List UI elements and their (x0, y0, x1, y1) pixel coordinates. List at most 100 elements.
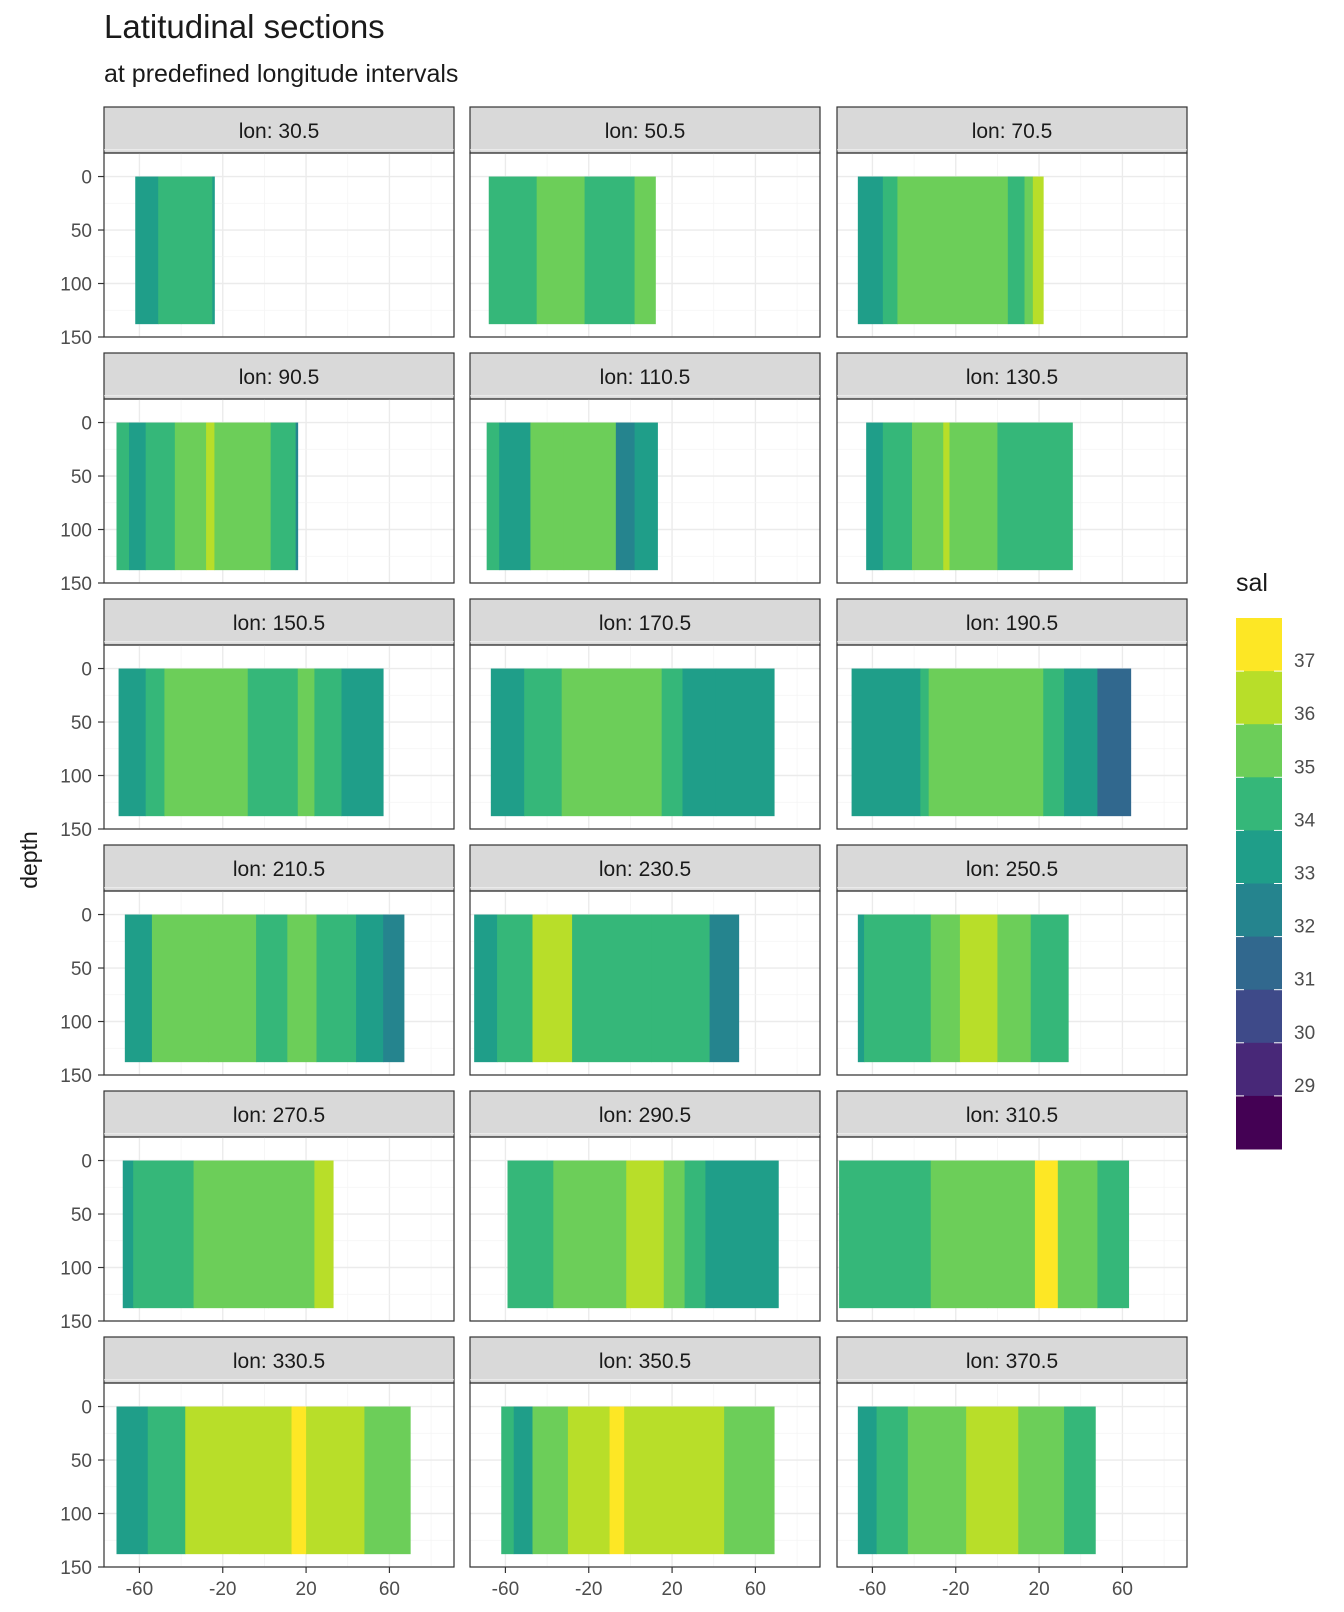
salinity-band (553, 1160, 627, 1309)
y-tick-label: 0 (81, 414, 92, 435)
y-tick-label: 50 (71, 1451, 92, 1472)
salinity-band (920, 668, 930, 817)
salinity-band (501, 1406, 515, 1555)
salinity-band (532, 914, 573, 1063)
salinity-band (882, 422, 913, 571)
facet-label: lon: 90.5 (239, 366, 320, 389)
y-tick-label: 100 (60, 1013, 92, 1034)
salinity-band (181, 176, 213, 325)
facet-strip (469, 1336, 821, 1384)
salinity-band (609, 1406, 625, 1555)
salinity-band (383, 914, 405, 1063)
facet-panel: lon: 170.5 (469, 598, 821, 830)
salinity-band (563, 422, 617, 571)
salinity-band (857, 176, 884, 325)
facet-panel: lon: 70.5 (836, 106, 1188, 338)
legend-color-swatch (1236, 618, 1282, 672)
salinity-band (634, 176, 656, 325)
salinity-band (839, 1160, 932, 1309)
y-tick-label: 150 (60, 820, 92, 841)
y-tick-label: 100 (60, 1505, 92, 1526)
salinity-band (997, 914, 1032, 1063)
facet-label: lon: 70.5 (972, 120, 1053, 143)
y-tick-label: 50 (71, 467, 92, 488)
y-tick-label: 50 (71, 1205, 92, 1226)
salinity-band (488, 176, 538, 325)
panel-border (836, 398, 1188, 584)
salinity-band (174, 422, 207, 571)
salinity-band (709, 914, 740, 1063)
salinity-band (615, 422, 635, 571)
salinity-band (851, 668, 921, 817)
facet-strip (836, 1090, 1188, 1138)
salinity-band (513, 1406, 533, 1555)
legend-label: 31 (1294, 970, 1315, 991)
panel-border (103, 152, 455, 338)
chart-subtitle: at predefined longitude intervals (104, 60, 459, 88)
salinity-band (490, 668, 525, 817)
panel-border (469, 890, 821, 1076)
salinity-band (1057, 1160, 1098, 1309)
salinity-band (997, 422, 1073, 571)
salinity-band (116, 1406, 149, 1555)
salinity-band (536, 176, 585, 325)
facet-label: lon: 150.5 (233, 612, 325, 635)
chart-title: Latitudinal sections (104, 8, 385, 45)
y-tick-label: 100 (60, 275, 92, 296)
facet-panel: lon: 250.5 (836, 844, 1188, 1076)
legend: sal 37 36 35 34 33 32 31 30 29 (1236, 569, 1316, 1150)
salinity-band (151, 914, 209, 1063)
salinity-band (133, 1160, 194, 1309)
salinity-band (295, 422, 299, 571)
x-tick-label: -20 (942, 1579, 969, 1600)
salinity-band (966, 1406, 1019, 1555)
y-tick-label: 150 (60, 574, 92, 595)
facet-label: lon: 250.5 (966, 858, 1058, 881)
panel-border (103, 644, 455, 830)
salinity-band (567, 1406, 610, 1555)
facet-strip (103, 352, 455, 400)
salinity-band (239, 1406, 292, 1555)
salinity-band (882, 176, 898, 325)
salinity-band (530, 422, 565, 571)
x-tick-label: 60 (379, 1579, 400, 1600)
y-axis-label: depth (16, 831, 42, 889)
salinity-band (135, 176, 159, 325)
y-tick-label: 100 (60, 521, 92, 542)
y-tick-label: 150 (60, 328, 92, 349)
salinity-band (185, 1406, 240, 1555)
salinity-band (158, 176, 182, 325)
salinity-band (864, 914, 932, 1063)
facet-strip (836, 844, 1188, 892)
facet-strip (469, 106, 821, 154)
panel-border (469, 644, 821, 830)
panel-border (469, 152, 821, 338)
salinity-band (532, 1406, 569, 1555)
panel-border (836, 644, 1188, 830)
facet-panel: lon: 90.5 0 50 100 150 (60, 352, 455, 595)
facet-strip (103, 844, 455, 892)
salinity-band (147, 1406, 186, 1555)
panel-border (836, 152, 1188, 338)
y-tick-label: 0 (81, 1398, 92, 1419)
salinity-band (314, 1160, 334, 1309)
y-tick-label: 0 (81, 1152, 92, 1173)
salinity-band (1032, 176, 1044, 325)
legend-color-swatch (1236, 1095, 1282, 1150)
facet-strip (469, 1090, 821, 1138)
salinity-band (857, 1406, 877, 1555)
salinity-band (270, 422, 297, 571)
y-tick-label: 50 (71, 713, 92, 734)
facet-panel: lon: 230.5 (469, 844, 821, 1076)
legend-color-swatch (1236, 671, 1282, 725)
legend-color-swatch (1236, 989, 1282, 1044)
facet-strip (836, 598, 1188, 646)
y-tick-label: 0 (81, 906, 92, 927)
salinity-band (356, 914, 384, 1063)
facet-label: lon: 310.5 (966, 1104, 1058, 1127)
salinity-band (129, 422, 147, 571)
salinity-band (561, 668, 663, 817)
legend-color-swatch (1236, 883, 1282, 938)
legend-color-swatch (1236, 1042, 1282, 1097)
